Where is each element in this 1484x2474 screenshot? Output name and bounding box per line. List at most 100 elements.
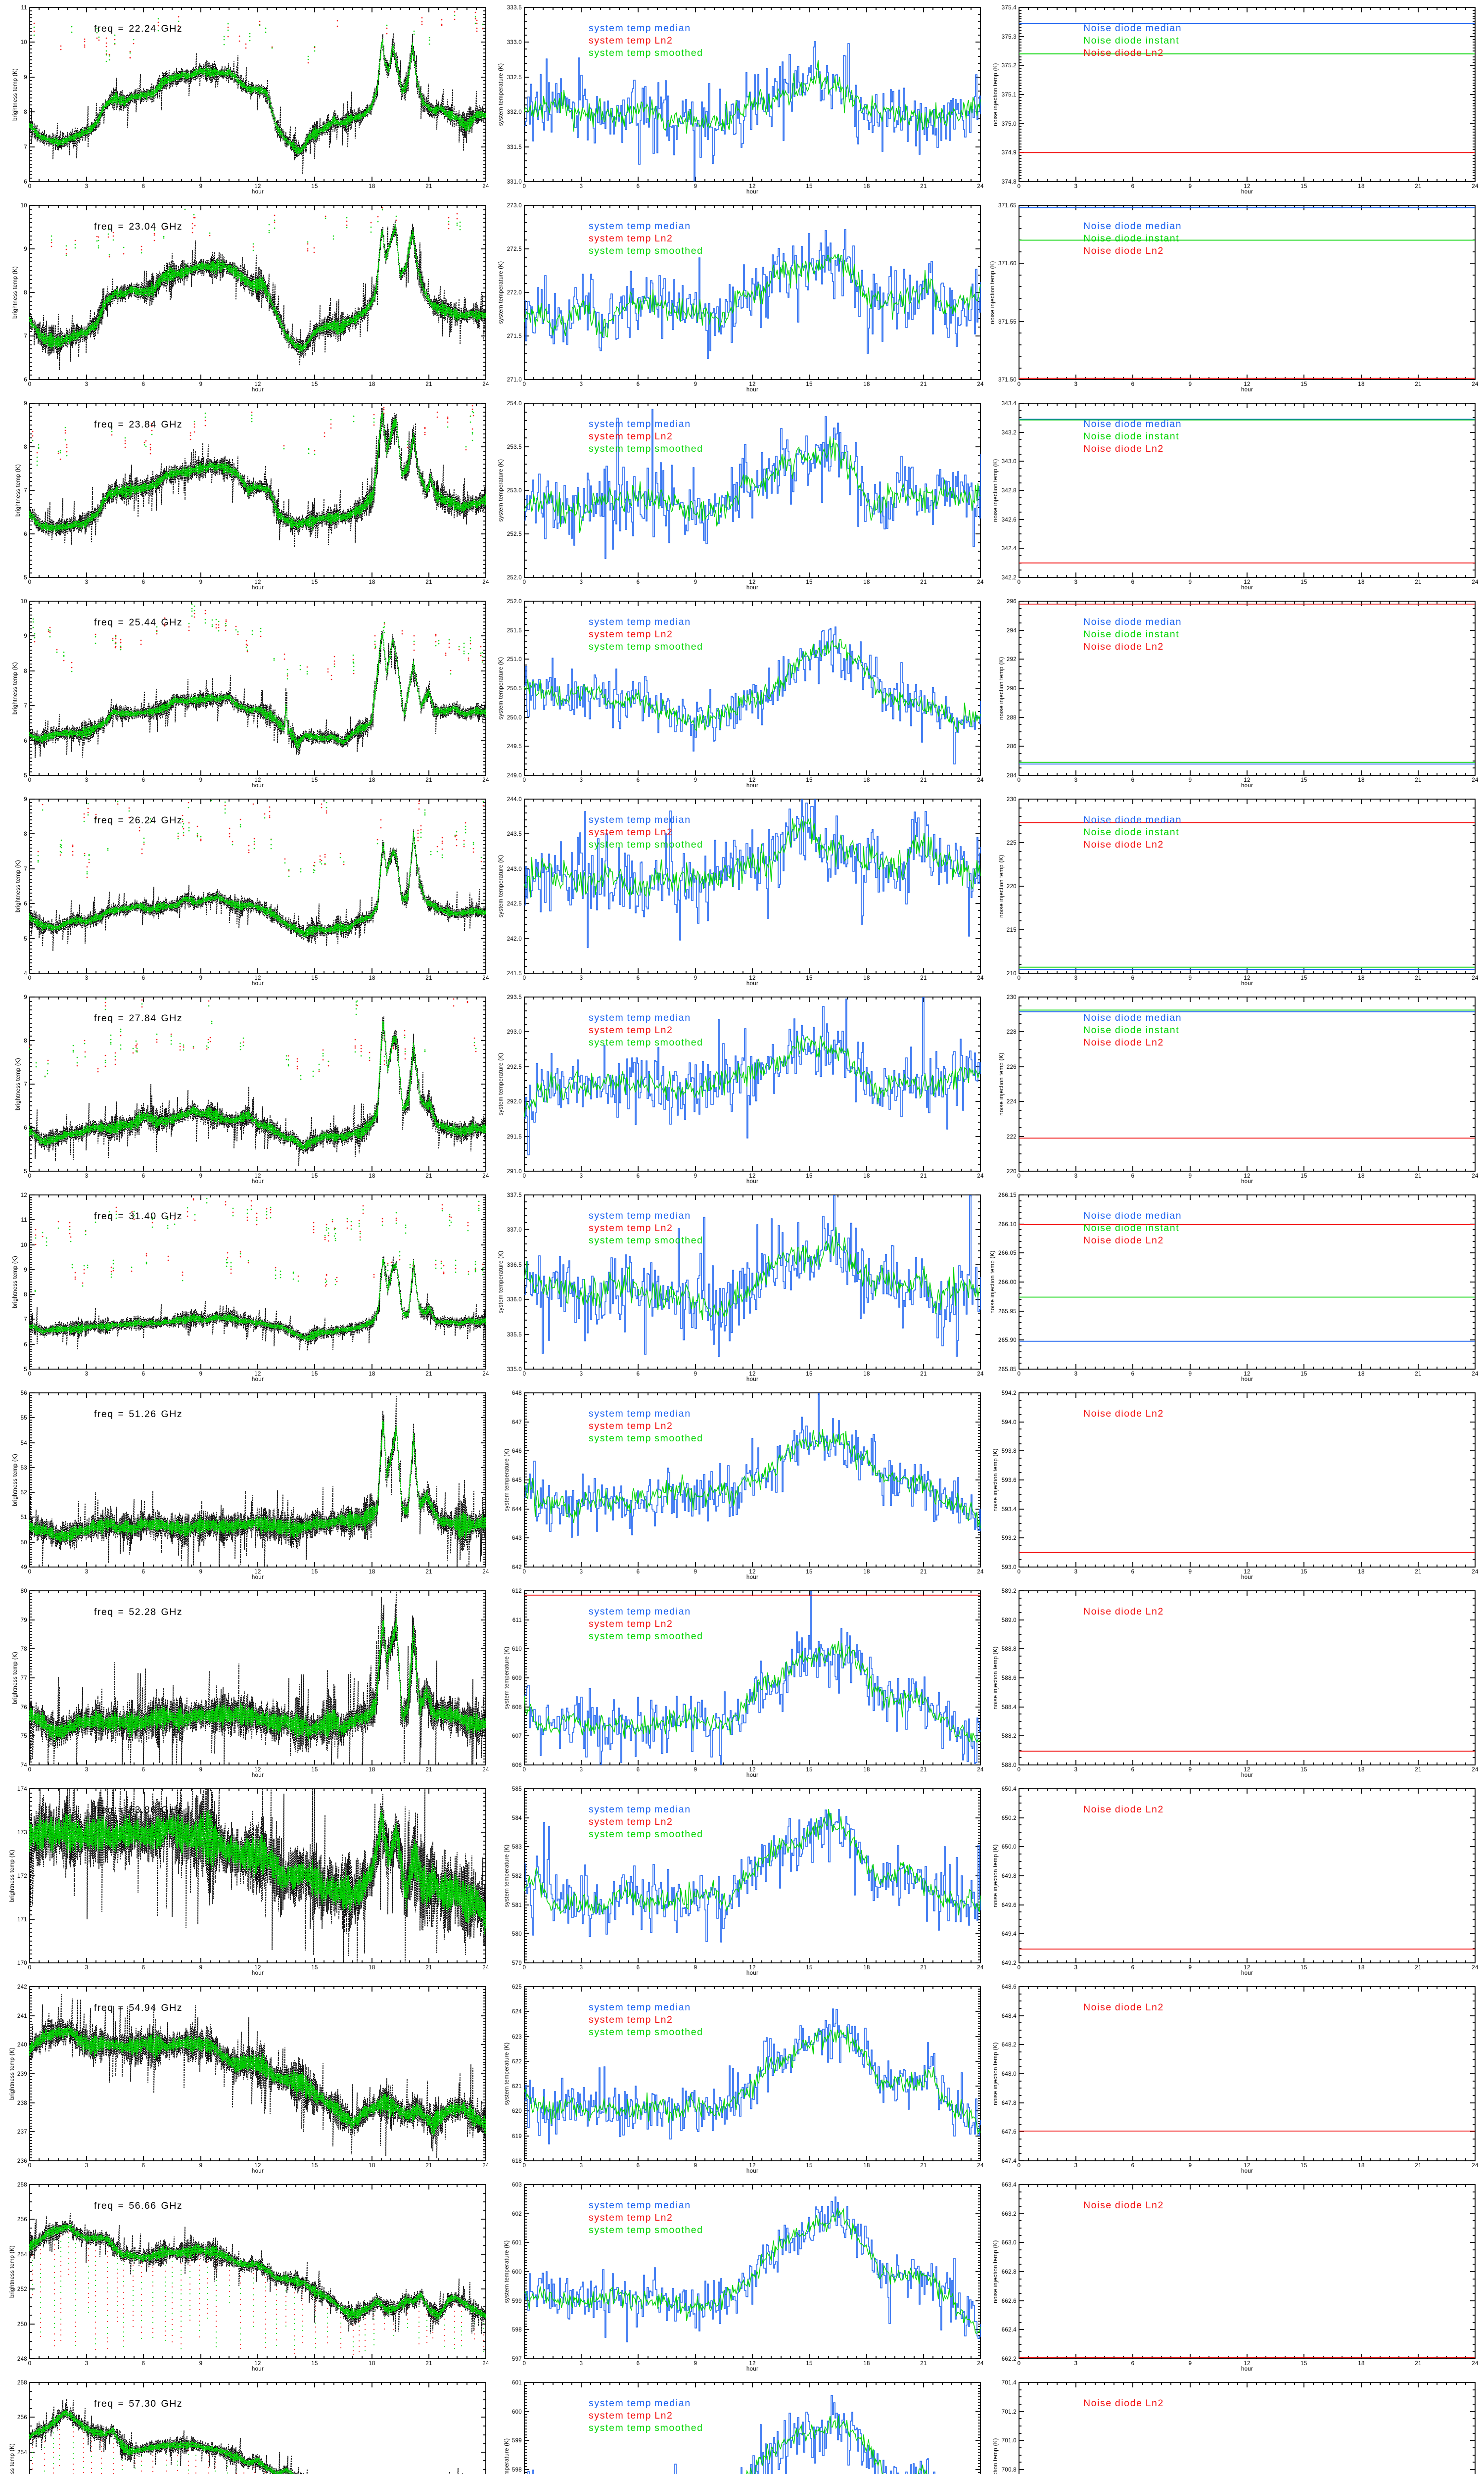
- svg-text:6: 6: [637, 975, 640, 981]
- svg-text:11: 11: [21, 5, 27, 11]
- svg-text:24: 24: [977, 1767, 984, 1773]
- svg-text:18: 18: [863, 381, 870, 387]
- svg-text:9: 9: [694, 1767, 697, 1773]
- svg-text:24: 24: [1472, 2361, 1479, 2367]
- svg-text:375.3: 375.3: [1002, 34, 1017, 40]
- svg-text:hour: hour: [746, 189, 758, 195]
- svg-text:6: 6: [24, 377, 27, 383]
- svg-text:Noise diode Ln2: Noise diode Ln2: [1083, 245, 1164, 256]
- svg-text:6: 6: [142, 1569, 145, 1575]
- svg-text:15: 15: [1300, 1767, 1307, 1773]
- svg-text:system temperature (K): system temperature (K): [498, 1251, 504, 1314]
- svg-text:system temp smoothed: system temp smoothed: [589, 1235, 703, 1246]
- svg-text:18: 18: [369, 381, 375, 387]
- svg-text:6: 6: [637, 381, 640, 387]
- svg-text:49: 49: [21, 1565, 27, 1570]
- svg-text:0: 0: [523, 579, 526, 585]
- svg-text:21: 21: [425, 777, 432, 783]
- svg-text:248: 248: [17, 2356, 27, 2362]
- svg-text:3: 3: [1074, 777, 1078, 783]
- svg-text:12: 12: [749, 1173, 755, 1179]
- svg-text:18: 18: [863, 1173, 870, 1179]
- svg-text:9: 9: [24, 995, 27, 1000]
- svg-text:18: 18: [863, 579, 870, 585]
- svg-text:21: 21: [1415, 184, 1421, 190]
- svg-text:21: 21: [425, 1173, 432, 1179]
- svg-text:3: 3: [1074, 579, 1078, 585]
- svg-text:621: 621: [512, 2084, 522, 2090]
- svg-text:system temp smoothed: system temp smoothed: [589, 1037, 703, 1048]
- svg-text:6: 6: [1131, 2163, 1135, 2169]
- svg-text:24: 24: [1472, 1173, 1479, 1179]
- svg-text:21: 21: [1415, 1767, 1421, 1773]
- svg-text:663.4: 663.4: [1002, 2182, 1017, 2188]
- svg-text:589.2: 589.2: [1002, 1588, 1017, 1594]
- svg-text:12: 12: [749, 381, 755, 387]
- svg-text:9: 9: [199, 1371, 203, 1377]
- svg-text:6: 6: [1131, 579, 1135, 585]
- svg-text:hour: hour: [746, 981, 758, 987]
- svg-text:brightness temp (K): brightness temp (K): [12, 266, 18, 319]
- svg-text:0: 0: [1018, 1569, 1021, 1575]
- svg-text:3: 3: [85, 381, 89, 387]
- svg-text:15: 15: [806, 1767, 812, 1773]
- svg-text:hour: hour: [746, 1179, 758, 1185]
- svg-text:6: 6: [637, 2163, 640, 2169]
- svg-text:system temp median: system temp median: [589, 1210, 691, 1221]
- svg-text:21: 21: [425, 1569, 432, 1575]
- svg-text:18: 18: [369, 1569, 375, 1575]
- svg-text:700.8: 700.8: [1002, 2467, 1017, 2473]
- svg-text:619: 619: [512, 2134, 522, 2140]
- svg-text:3: 3: [85, 1965, 89, 1971]
- svg-text:21: 21: [425, 184, 432, 190]
- svg-text:3: 3: [1074, 1173, 1078, 1179]
- svg-text:582: 582: [512, 1873, 522, 1879]
- svg-text:6: 6: [1131, 975, 1135, 981]
- svg-text:system temp median: system temp median: [589, 1408, 691, 1419]
- svg-text:0: 0: [28, 2163, 32, 2169]
- svg-text:0: 0: [523, 381, 526, 387]
- svg-text:hour: hour: [252, 2366, 264, 2372]
- svg-text:hour: hour: [252, 1574, 264, 1580]
- svg-text:266.10: 266.10: [998, 1222, 1017, 1228]
- svg-text:brightness temp (K): brightness temp (K): [12, 1256, 18, 1308]
- svg-text:3: 3: [85, 777, 89, 783]
- svg-text:15: 15: [806, 1371, 812, 1377]
- svg-text:11: 11: [21, 1217, 27, 1223]
- svg-text:freq = 25.44 GHz: freq = 25.44 GHz: [94, 617, 183, 628]
- svg-text:265.95: 265.95: [998, 1309, 1017, 1315]
- svg-text:freq = 54.94 GHz: freq = 54.94 GHz: [94, 2002, 183, 2013]
- svg-text:12: 12: [1244, 579, 1250, 585]
- svg-text:18: 18: [369, 184, 375, 190]
- svg-text:9: 9: [694, 975, 697, 981]
- svg-text:55: 55: [21, 1415, 27, 1421]
- svg-text:173: 173: [17, 1830, 27, 1836]
- svg-text:system temp Ln2: system temp Ln2: [589, 2212, 673, 2223]
- svg-text:371.55: 371.55: [998, 319, 1017, 325]
- svg-text:648.4: 648.4: [1002, 2013, 1017, 2019]
- svg-text:system temperature (K): system temperature (K): [504, 2438, 510, 2474]
- svg-text:609: 609: [512, 1675, 522, 1681]
- svg-text:611: 611: [512, 1618, 522, 1623]
- svg-text:system temperature (K): system temperature (K): [498, 261, 504, 324]
- svg-text:8: 8: [24, 1038, 27, 1044]
- svg-text:6: 6: [142, 579, 145, 585]
- svg-text:648.6: 648.6: [1002, 1984, 1017, 1990]
- svg-text:272.5: 272.5: [507, 246, 522, 252]
- svg-text:18: 18: [369, 579, 375, 585]
- svg-text:600: 600: [512, 2409, 522, 2415]
- svg-text:331.0: 331.0: [507, 179, 522, 185]
- svg-text:0: 0: [28, 1569, 32, 1575]
- svg-text:24: 24: [482, 579, 489, 585]
- svg-text:337.5: 337.5: [507, 1192, 522, 1198]
- svg-text:3: 3: [580, 2361, 583, 2367]
- svg-text:15: 15: [1300, 777, 1307, 783]
- svg-text:18: 18: [1358, 975, 1364, 981]
- svg-text:5: 5: [24, 773, 27, 779]
- svg-text:9: 9: [1189, 1371, 1192, 1377]
- svg-text:system temperature (K): system temperature (K): [498, 1053, 504, 1116]
- svg-text:21: 21: [1415, 1371, 1421, 1377]
- svg-text:9: 9: [694, 1569, 697, 1575]
- svg-text:9: 9: [199, 184, 203, 190]
- svg-text:12: 12: [21, 1192, 27, 1198]
